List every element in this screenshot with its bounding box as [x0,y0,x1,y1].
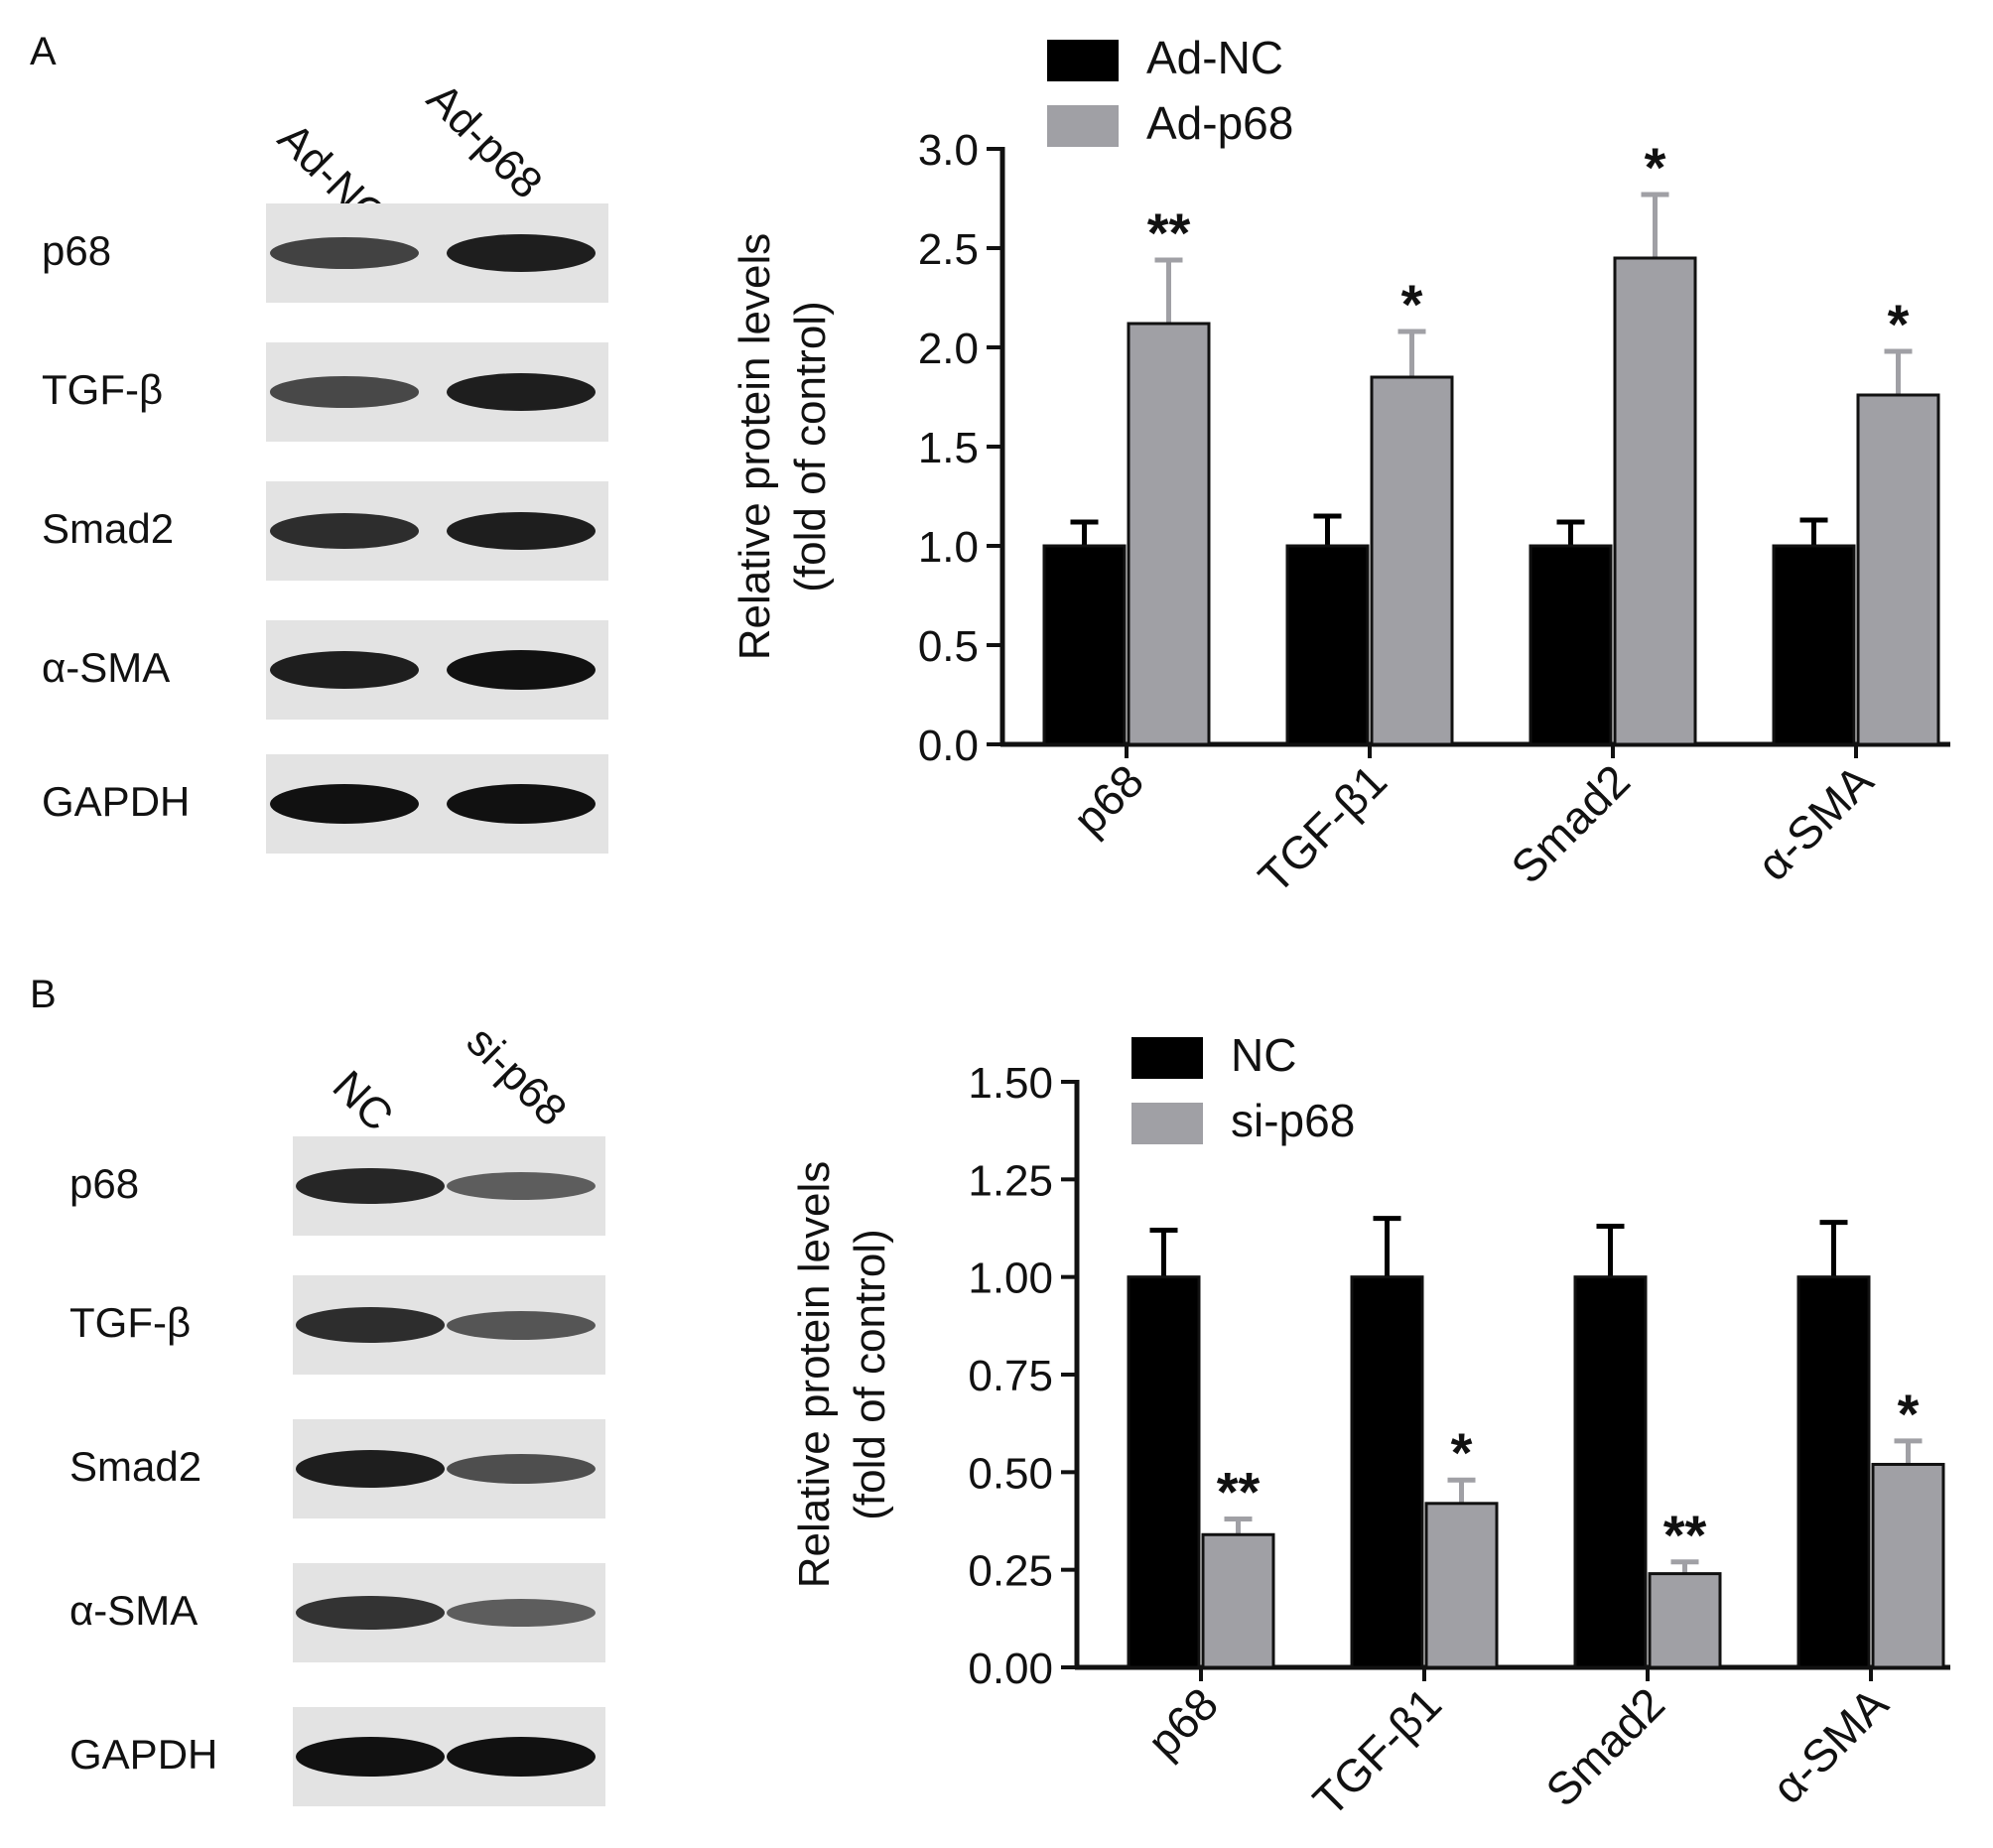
legend-label: Ad-p68 [1146,97,1293,149]
blot-row-label: Smad2 [42,505,175,552]
bar [1370,375,1454,746]
blot-band [296,1307,445,1343]
blot-row-label: GAPDH [69,1731,218,1778]
blot-band [447,1737,596,1777]
blot-row-label: α-SMA [42,644,171,691]
blot-band [270,376,419,408]
bar [1042,544,1127,746]
blot-row-label: p68 [69,1160,140,1207]
y-tick-label: 1.0 [918,523,979,572]
blot-band [447,1310,596,1340]
blot-strip [293,1707,605,1806]
blot-row-label: Smad2 [69,1443,202,1490]
blot-row-label: α-SMA [69,1587,199,1634]
blot-band [270,784,419,824]
blot-strip [293,1419,605,1518]
legend-swatch [1047,105,1119,147]
blot-band [447,650,596,690]
blot-band [270,236,419,270]
panel-letter-a: A [30,30,57,73]
blot-strip [266,342,608,442]
blot-strip [293,1275,605,1375]
panel-letter-b: B [30,973,57,1016]
blot-row-label: GAPDH [42,778,191,825]
blot-strip [266,620,608,720]
legend-swatch [1047,40,1119,81]
bar [1613,256,1697,746]
bar [1528,544,1613,746]
y-axis-label-line: Relative protein levels [731,233,779,660]
y-tick-label: 1.5 [918,424,979,472]
blot-band [447,373,596,411]
y-tick-label: 0.0 [918,722,979,770]
blot-band [270,651,419,689]
blot-strip [293,1136,605,1236]
blot-band [447,1172,596,1200]
x-tick-label: Smad2 [1501,754,1640,893]
bar [1285,544,1370,746]
blot-strip [266,203,608,303]
x-tick-label: p68 [1063,754,1153,845]
significance-label: * [1888,293,1910,355]
blot-band [296,1737,445,1777]
significance-label: * [1401,273,1423,335]
blot-row-label: TGF-β [42,366,164,413]
blot-band [296,1167,445,1205]
y-tick-label: 2.5 [918,225,979,274]
blot-band [447,1453,596,1485]
blot-band [447,234,596,272]
bar [1772,544,1856,746]
bar [1856,393,1940,746]
blot-band [447,512,596,550]
y-axis-label: Relative protein levels (fold of control) [731,233,835,660]
y-axis-label-line: (fold of control) [786,301,835,592]
blot-strip [266,754,608,854]
blot-band [296,1450,445,1488]
blot-band [296,1595,445,1631]
y-tick-label: 0.5 [918,622,979,671]
x-tick-label: α-SMA [1747,754,1883,890]
blot-band [447,784,596,824]
blot-row-label: p68 [42,227,112,274]
blot-strip [266,481,608,581]
significance-label: * [1645,136,1666,198]
y-tick-label: 2.0 [918,325,979,373]
x-tick-label: TGF-β1 [1249,754,1396,902]
blot-strip [293,1563,605,1662]
legend-label: Ad-NC [1146,32,1283,83]
blot-row-label: TGF-β [69,1299,192,1346]
significance-label: ** [1147,201,1191,264]
y-tick-label: 3.0 [918,126,979,175]
blot-band [270,513,419,549]
bar [1127,322,1211,746]
blot-band [447,1599,596,1627]
